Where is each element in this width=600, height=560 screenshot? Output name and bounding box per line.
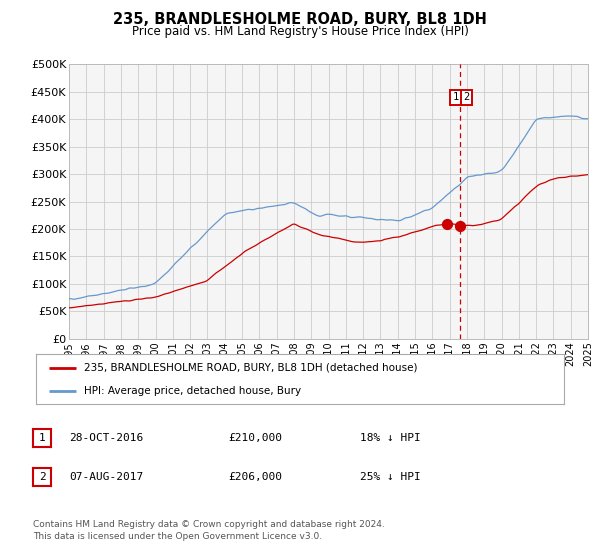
Text: 2: 2 xyxy=(463,92,470,102)
Text: Contains HM Land Registry data © Crown copyright and database right 2024.
This d: Contains HM Land Registry data © Crown c… xyxy=(33,520,385,541)
Text: £206,000: £206,000 xyxy=(228,472,282,482)
Text: £210,000: £210,000 xyxy=(228,433,282,443)
Text: 235, BRANDLESHOLME ROAD, BURY, BL8 1DH: 235, BRANDLESHOLME ROAD, BURY, BL8 1DH xyxy=(113,12,487,27)
Point xyxy=(455,221,465,230)
Text: 07-AUG-2017: 07-AUG-2017 xyxy=(69,472,143,482)
Text: 235, BRANDLESHOLME ROAD, BURY, BL8 1DH (detached house): 235, BRANDLESHOLME ROAD, BURY, BL8 1DH (… xyxy=(83,362,417,372)
Text: 25% ↓ HPI: 25% ↓ HPI xyxy=(360,472,421,482)
Text: Price paid vs. HM Land Registry's House Price Index (HPI): Price paid vs. HM Land Registry's House … xyxy=(131,25,469,38)
Point xyxy=(442,219,451,228)
Text: 2: 2 xyxy=(38,472,46,482)
Text: 18% ↓ HPI: 18% ↓ HPI xyxy=(360,433,421,443)
Text: HPI: Average price, detached house, Bury: HPI: Average price, detached house, Bury xyxy=(83,386,301,396)
Text: 28-OCT-2016: 28-OCT-2016 xyxy=(69,433,143,443)
Text: 1: 1 xyxy=(453,92,459,102)
Text: 1: 1 xyxy=(38,433,46,443)
